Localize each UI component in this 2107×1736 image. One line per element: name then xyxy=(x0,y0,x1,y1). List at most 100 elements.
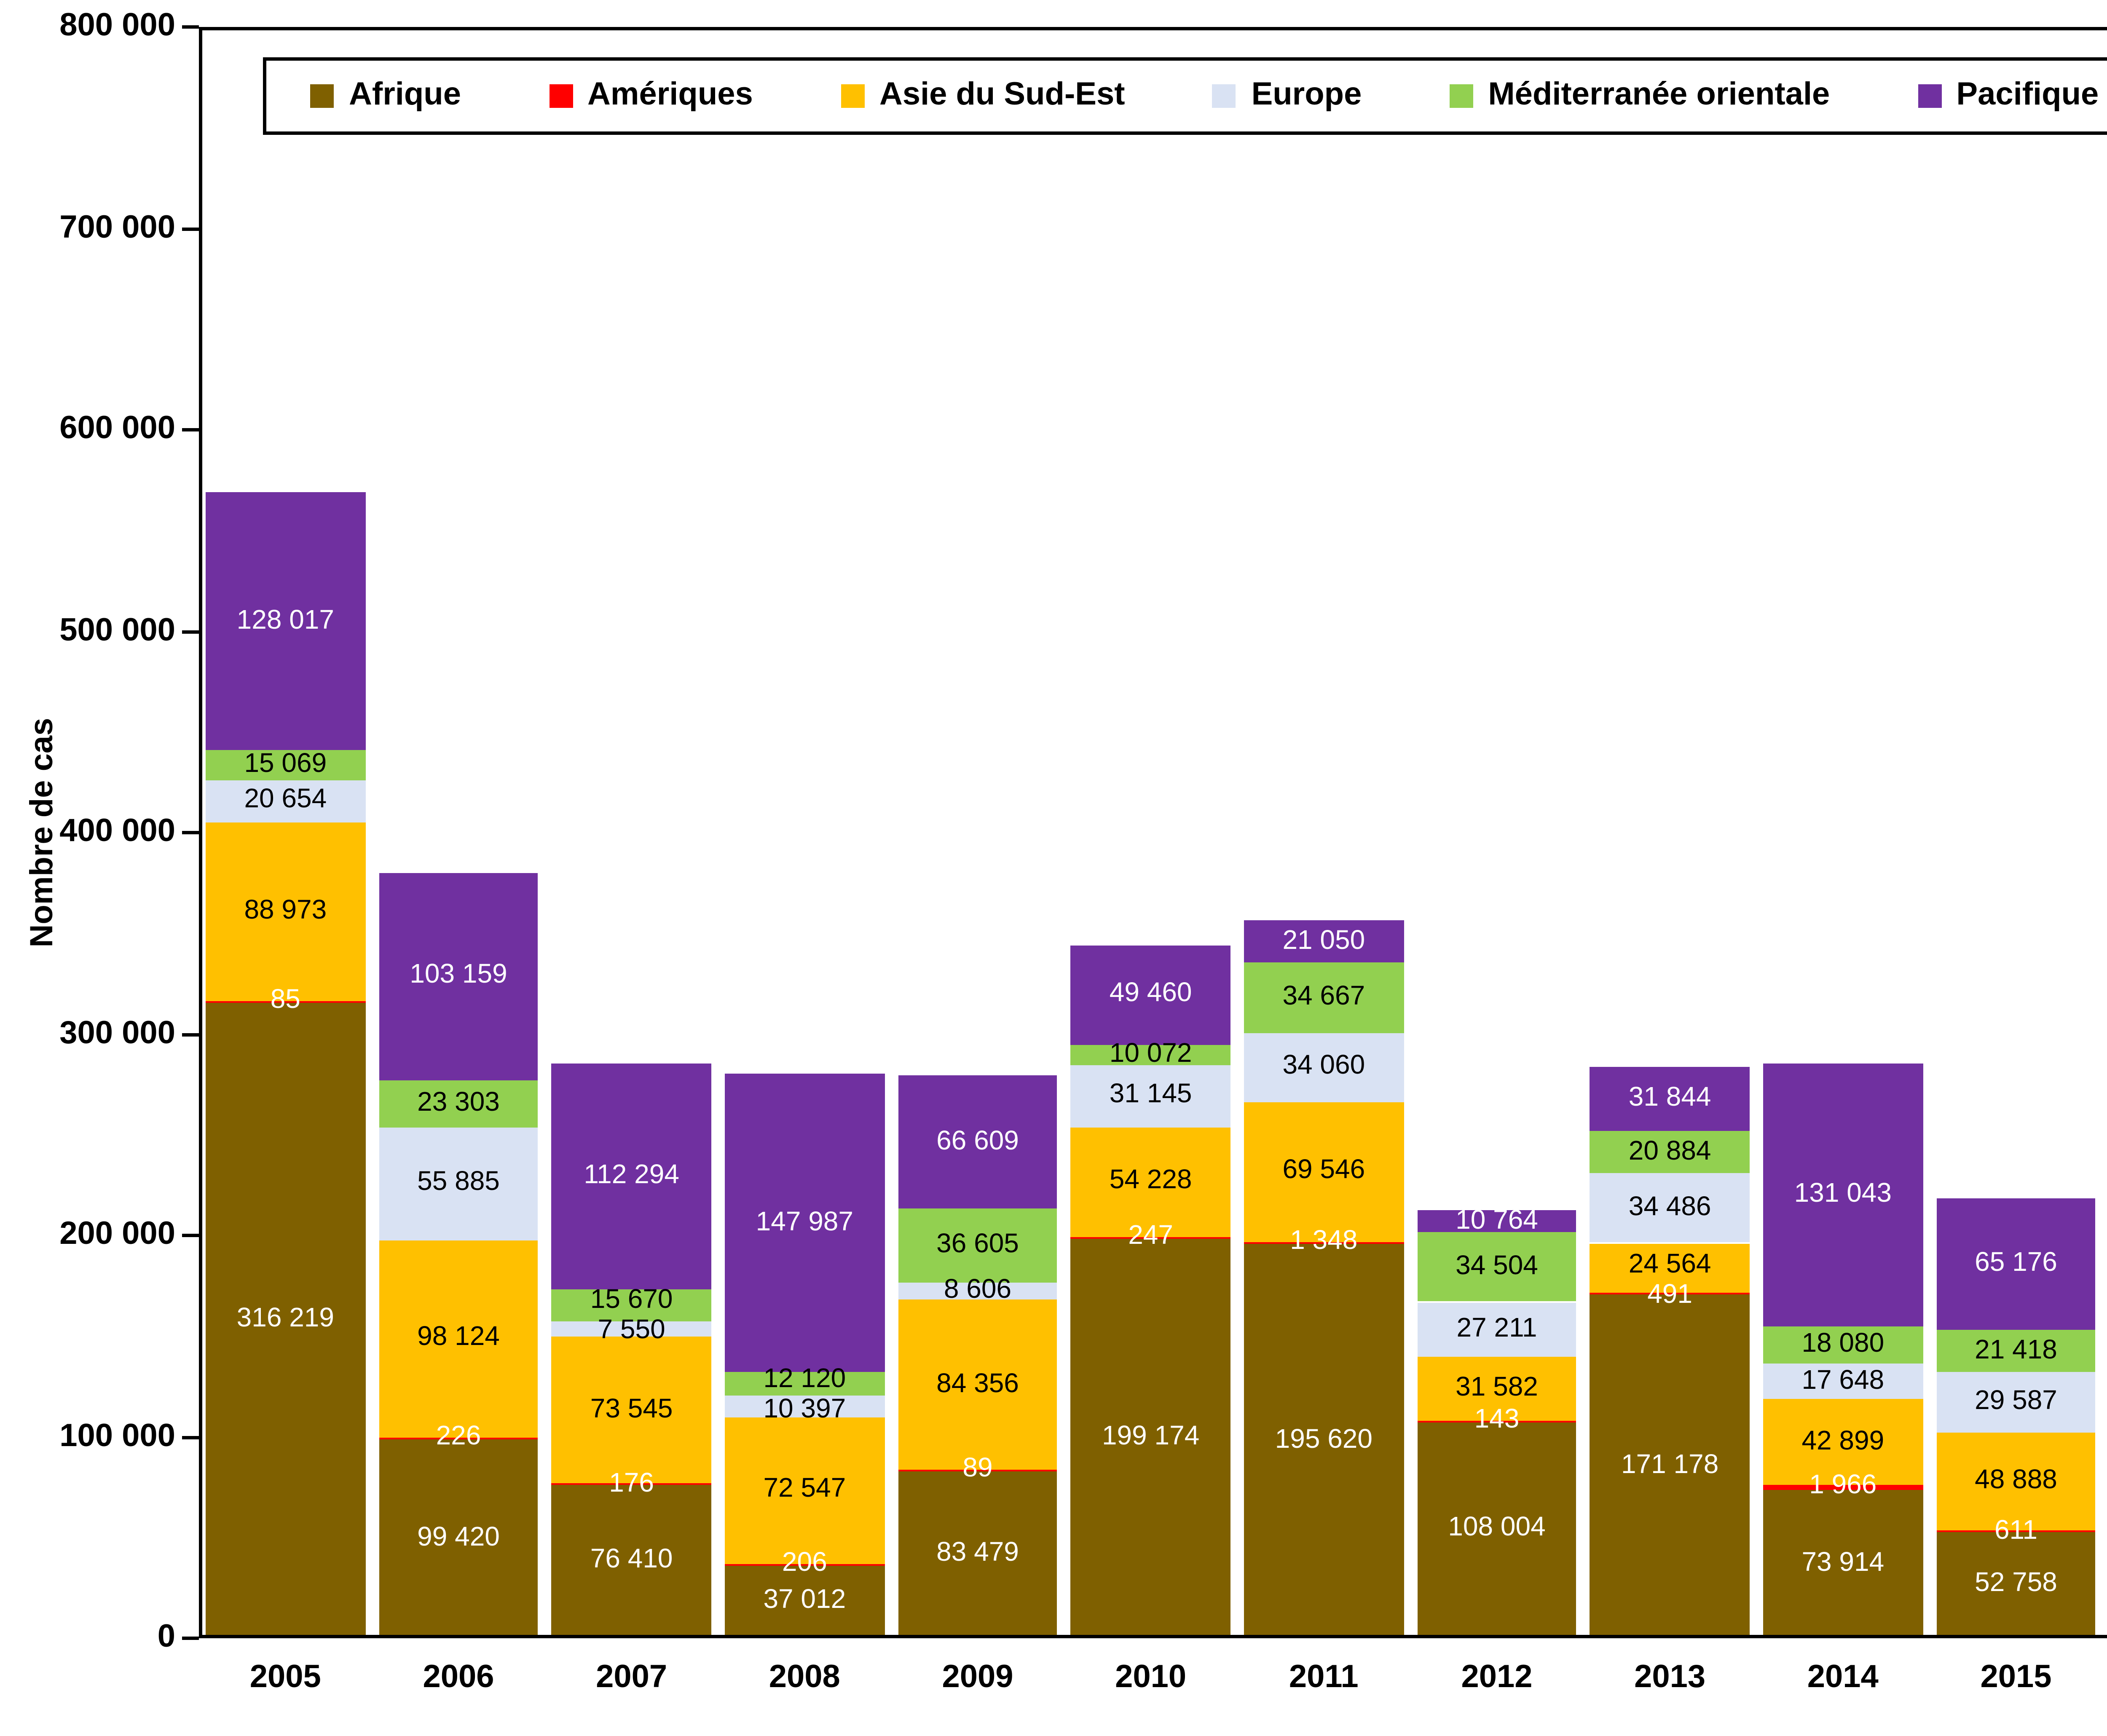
bar-data-label: 34 667 xyxy=(1282,983,1365,1012)
bar-data-label: 23 303 xyxy=(417,1088,500,1117)
bar-data-label: 37 012 xyxy=(763,1586,846,1615)
x-tick-label: 2014 xyxy=(1807,1660,1879,1696)
bar-2011-europe-segment xyxy=(1244,1033,1404,1101)
bar-data-label: 20 884 xyxy=(1628,1137,1711,1166)
bar-data-label: 15 069 xyxy=(244,750,327,779)
bar-data-label: 17 648 xyxy=(1801,1366,1885,1395)
bar-2015-ameriques-segment xyxy=(1936,1530,2096,1532)
bar-data-label: 36 269 xyxy=(2071,1586,2107,1617)
bar-2015-europe-segment xyxy=(1936,1372,2096,1433)
y-tick-mark xyxy=(182,831,199,834)
bar-2006-afrique-segment xyxy=(379,1438,538,1638)
bar-2005-asie-du-sud-est-segment xyxy=(206,822,365,1001)
bar-2015-afrique-segment xyxy=(1936,1532,2096,1638)
bar-2007-europe-segment xyxy=(552,1321,711,1336)
bar-2014-asie-du-sud-est-segment xyxy=(1763,1399,1923,1486)
bar-2006-mediterranee-orientale-segment xyxy=(379,1080,538,1128)
bar-data-label: 55 885 xyxy=(417,1168,500,1198)
bar-2013-pacifique-occidental-segment xyxy=(1590,1067,1750,1132)
bar-2013-asie-du-sud-est-segment xyxy=(1590,1243,1750,1293)
bar-2005-mediterranee-orientale-segment xyxy=(206,750,365,780)
x-tick-label: 2008 xyxy=(769,1660,840,1696)
bar-data-label: 99 420 xyxy=(417,1523,500,1552)
y-tick-mark xyxy=(182,630,199,633)
bar-2015-pacifique-occidental-segment xyxy=(1936,1198,2096,1330)
bar-data-label: 31 145 xyxy=(1109,1081,1192,1110)
y-tick-label: 100 000 xyxy=(59,1418,175,1454)
bar-data-label: 85 xyxy=(270,986,300,1015)
bar-data-label: 147 987 xyxy=(756,1208,853,1236)
bar-2012-asie-du-sud-est-segment xyxy=(1417,1357,1576,1420)
bar-2010-mediterranee-orientale-segment xyxy=(1071,1044,1230,1065)
bar-data-label: 48 888 xyxy=(1975,1466,2057,1495)
bar-data-label: 10 072 xyxy=(1109,1039,1192,1068)
y-tick-label: 300 000 xyxy=(59,1015,175,1051)
y-tick-mark xyxy=(182,1637,199,1640)
bar-data-label: 18 080 xyxy=(1801,1330,1885,1359)
ameriques-swatch-icon xyxy=(549,84,572,108)
bar-2006-europe-segment xyxy=(379,1127,538,1240)
x-tick-label: 2006 xyxy=(423,1660,494,1696)
europe-swatch-icon xyxy=(1212,84,1236,108)
legend-item-afrique: Afrique xyxy=(310,78,461,115)
bar-2010-asie-du-sud-est-segment xyxy=(1071,1127,1230,1237)
x-tick-label: 2010 xyxy=(1115,1660,1187,1696)
bar-data-label: 88 973 xyxy=(244,896,327,925)
bar-data-label: 36 605 xyxy=(936,1230,1019,1259)
bar-2012-ameriques-segment xyxy=(1417,1420,1576,1421)
asie-du-sud-est-swatch-icon xyxy=(840,84,864,108)
bar-data-label: 199 174 xyxy=(1102,1422,1200,1451)
y-tick-mark xyxy=(182,227,199,230)
y-tick-label: 200 000 xyxy=(59,1217,175,1252)
bar-data-label: 112 294 xyxy=(584,1160,679,1189)
legend-label: Asie du Sud-Est xyxy=(879,78,1125,113)
pacifique-occidental-swatch-icon xyxy=(1917,84,1941,108)
bar-2014-pacifique-occidental-segment xyxy=(1763,1063,1923,1327)
bar-data-label: 49 460 xyxy=(1109,979,1192,1008)
bar-2011-mediterranee-orientale-segment xyxy=(1244,963,1404,1033)
bar-2005-afrique-segment xyxy=(206,1001,365,1638)
x-tick-label: 2011 xyxy=(1289,1660,1359,1696)
bar-data-label: 27 211 xyxy=(1456,1314,1537,1343)
legend-label: Pacifique occidental xyxy=(1956,78,2107,113)
bar-data-label: 247 xyxy=(1128,1222,1173,1251)
bar-2008-europe-segment xyxy=(725,1396,885,1417)
bar-data-label: 31 582 xyxy=(1456,1373,1538,1402)
bar-data-label: 12 xyxy=(2071,1553,2107,1583)
bar-data-label: 103 159 xyxy=(410,961,507,990)
bar-data-label: 10 764 xyxy=(1456,1206,1538,1235)
bar-data-label: 83 479 xyxy=(936,1539,1019,1568)
bar-2014-ameriques-segment xyxy=(1763,1485,1923,1490)
bar-2013-afrique-segment xyxy=(1590,1293,1750,1638)
bar-data-label: 84 356 xyxy=(936,1369,1019,1398)
bar-data-label: 1 348 xyxy=(1290,1227,1358,1256)
bar-data-label: 52 758 xyxy=(1975,1570,2057,1599)
bar-data-label: 108 004 xyxy=(1448,1514,1546,1543)
bar-data-label: 34 504 xyxy=(1456,1252,1538,1281)
x-tick-label: 2009 xyxy=(942,1660,1013,1696)
x-tick-label: 2005 xyxy=(249,1660,321,1696)
bar-2013-mediterranee-orientale-segment xyxy=(1590,1131,1750,1174)
bar-2009-asie-du-sud-est-segment xyxy=(898,1300,1057,1470)
bar-data-label: 12 120 xyxy=(763,1365,846,1394)
bar-2011-afrique-segment xyxy=(1244,1244,1404,1638)
bar-2014-europe-segment xyxy=(1763,1363,1923,1399)
y-tick-mark xyxy=(182,25,199,29)
bar-data-label: 69 546 xyxy=(1282,1156,1365,1185)
bar-2012-mediterranee-orientale-segment xyxy=(1417,1232,1576,1302)
bar-data-label: 171 178 xyxy=(1621,1450,1719,1479)
bar-data-label: 316 219 xyxy=(236,1305,334,1334)
bar-data-label: 611 xyxy=(1994,1516,2037,1545)
bar-2011-pacifique-occidental-segment xyxy=(1244,920,1404,963)
legend-label: Méditerranée orientale xyxy=(1488,78,1830,113)
bar-data-label: 24 564 xyxy=(1628,1250,1711,1279)
legend-label: Afrique xyxy=(349,78,461,113)
legend-label: Europe xyxy=(1251,78,1362,113)
bar-2005-pacifique-occidental-segment xyxy=(206,492,365,750)
y-tick-mark xyxy=(182,1234,199,1237)
bar-data-label: 143 xyxy=(1474,1405,1520,1434)
y-tick-mark xyxy=(182,428,199,431)
legend-item-pacifique-occidental: Pacifique occidental xyxy=(1917,78,2107,115)
x-tick-label: 2016 xyxy=(2088,1658,2107,1699)
